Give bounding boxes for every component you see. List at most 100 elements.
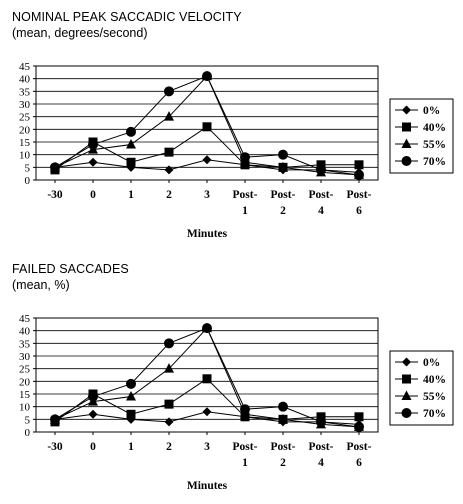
data-point: [316, 412, 326, 422]
data-point: [88, 139, 98, 150]
y-tick-label: 35: [19, 86, 31, 98]
legend-marker: [401, 408, 412, 418]
legend-marker: [402, 374, 411, 384]
legend-marker: [401, 156, 412, 166]
legend-marker: [401, 390, 412, 400]
x-tick-label: 4: [318, 205, 324, 217]
y-tick-label: 30: [19, 351, 31, 363]
x-tick-label: 0: [90, 189, 96, 201]
y-tick-label: 20: [19, 124, 31, 136]
x-tick-label: Post-: [347, 441, 372, 453]
data-point: [202, 155, 212, 165]
data-point: [126, 157, 136, 167]
y-tick-label: 40: [19, 74, 31, 86]
x-tick-label: -30: [47, 441, 63, 453]
data-point: [164, 165, 174, 175]
x-tick-label: Post-: [309, 189, 334, 201]
x-tick-label: Post-: [309, 441, 334, 453]
x-axis-label: Minutes: [187, 228, 228, 240]
x-tick-label: 2: [280, 205, 286, 217]
chart-subtitle: (mean, degrees/second): [12, 26, 148, 40]
x-tick-label: 0: [90, 441, 96, 453]
y-tick-label: 20: [19, 376, 31, 388]
y-tick-label: 15: [19, 389, 31, 401]
y-tick-label: 5: [25, 414, 31, 426]
data-point: [354, 169, 364, 180]
y-tick-label: 40: [19, 326, 31, 338]
chart-title: FAILED SACCADES: [12, 262, 129, 276]
data-point: [126, 409, 136, 419]
legend-label: 0%: [423, 357, 440, 369]
data-point: [88, 409, 98, 419]
data-point: [354, 421, 364, 432]
legend-marker: [402, 122, 411, 132]
y-tick-label: 5: [25, 162, 31, 174]
data-point: [202, 407, 212, 417]
y-tick-label: 0: [25, 427, 31, 439]
y-tick-label: 0: [25, 175, 31, 187]
data-point: [164, 147, 174, 157]
y-tick-label: 35: [19, 338, 31, 350]
data-point: [164, 111, 174, 121]
legend-label: 70%: [423, 408, 446, 420]
data-point: [316, 416, 326, 427]
data-point: [164, 399, 174, 409]
data-point: [240, 152, 250, 163]
x-tick-label: 1: [128, 189, 134, 201]
legend-label: 70%: [423, 156, 446, 168]
data-point: [126, 391, 136, 401]
data-point: [50, 162, 60, 173]
x-tick-label: 2: [166, 189, 172, 201]
x-axis-label: Minutes: [187, 480, 228, 492]
x-tick-label: Post-: [233, 189, 258, 201]
data-point: [278, 149, 288, 160]
x-tick-label: Post-: [271, 189, 296, 201]
x-tick-label: 6: [356, 457, 362, 469]
data-point: [278, 413, 288, 424]
x-tick-label: 4: [318, 457, 324, 469]
x-tick-label: 2: [166, 441, 172, 453]
y-tick-label: 25: [19, 364, 31, 376]
x-tick-label: Post-: [271, 441, 296, 453]
y-tick-label: 45: [19, 61, 31, 73]
x-tick-label: 1: [128, 441, 134, 453]
legend-label: 55%: [423, 391, 446, 403]
data-point: [278, 401, 288, 412]
y-tick-label: 30: [19, 99, 31, 111]
data-point: [202, 323, 212, 334]
data-point: [126, 414, 136, 424]
data-point: [202, 71, 212, 82]
data-point: [88, 157, 98, 167]
x-tick-label: 3: [204, 441, 210, 453]
legend-label: 40%: [423, 122, 446, 134]
y-tick-label: 10: [19, 402, 31, 414]
y-tick-label: 45: [19, 313, 31, 325]
data-point: [240, 404, 250, 415]
legend-label: 55%: [423, 139, 446, 151]
data-point: [164, 86, 174, 97]
data-point: [88, 391, 98, 402]
data-point: [50, 414, 60, 425]
x-tick-label: 1: [242, 457, 248, 469]
chart-failed-saccades: FAILED SACCADES (mean, %) 0 5 10 15 20 25 30 35…: [0, 252, 463, 504]
x-tick-label: Post-: [347, 189, 372, 201]
legend-marker: [402, 105, 411, 115]
y-tick-label: 25: [19, 112, 31, 124]
data-point: [126, 126, 136, 137]
legend-label: 40%: [423, 374, 446, 386]
data-point: [354, 412, 364, 422]
data-point: [126, 139, 136, 149]
y-tick-label: 15: [19, 137, 31, 149]
data-point: [164, 363, 174, 373]
x-tick-label: 2: [280, 457, 286, 469]
data-point: [316, 160, 326, 170]
chart-velocity: NOMINAL PEAK SACCADIC VELOCITY (mean, de…: [12, 10, 454, 240]
x-tick-label: 6: [356, 205, 362, 217]
data-point: [354, 160, 364, 170]
x-tick-label: 1: [242, 205, 248, 217]
x-tick-label: 3: [204, 189, 210, 201]
y-tick-label: 10: [19, 150, 31, 162]
data-point: [202, 122, 212, 132]
